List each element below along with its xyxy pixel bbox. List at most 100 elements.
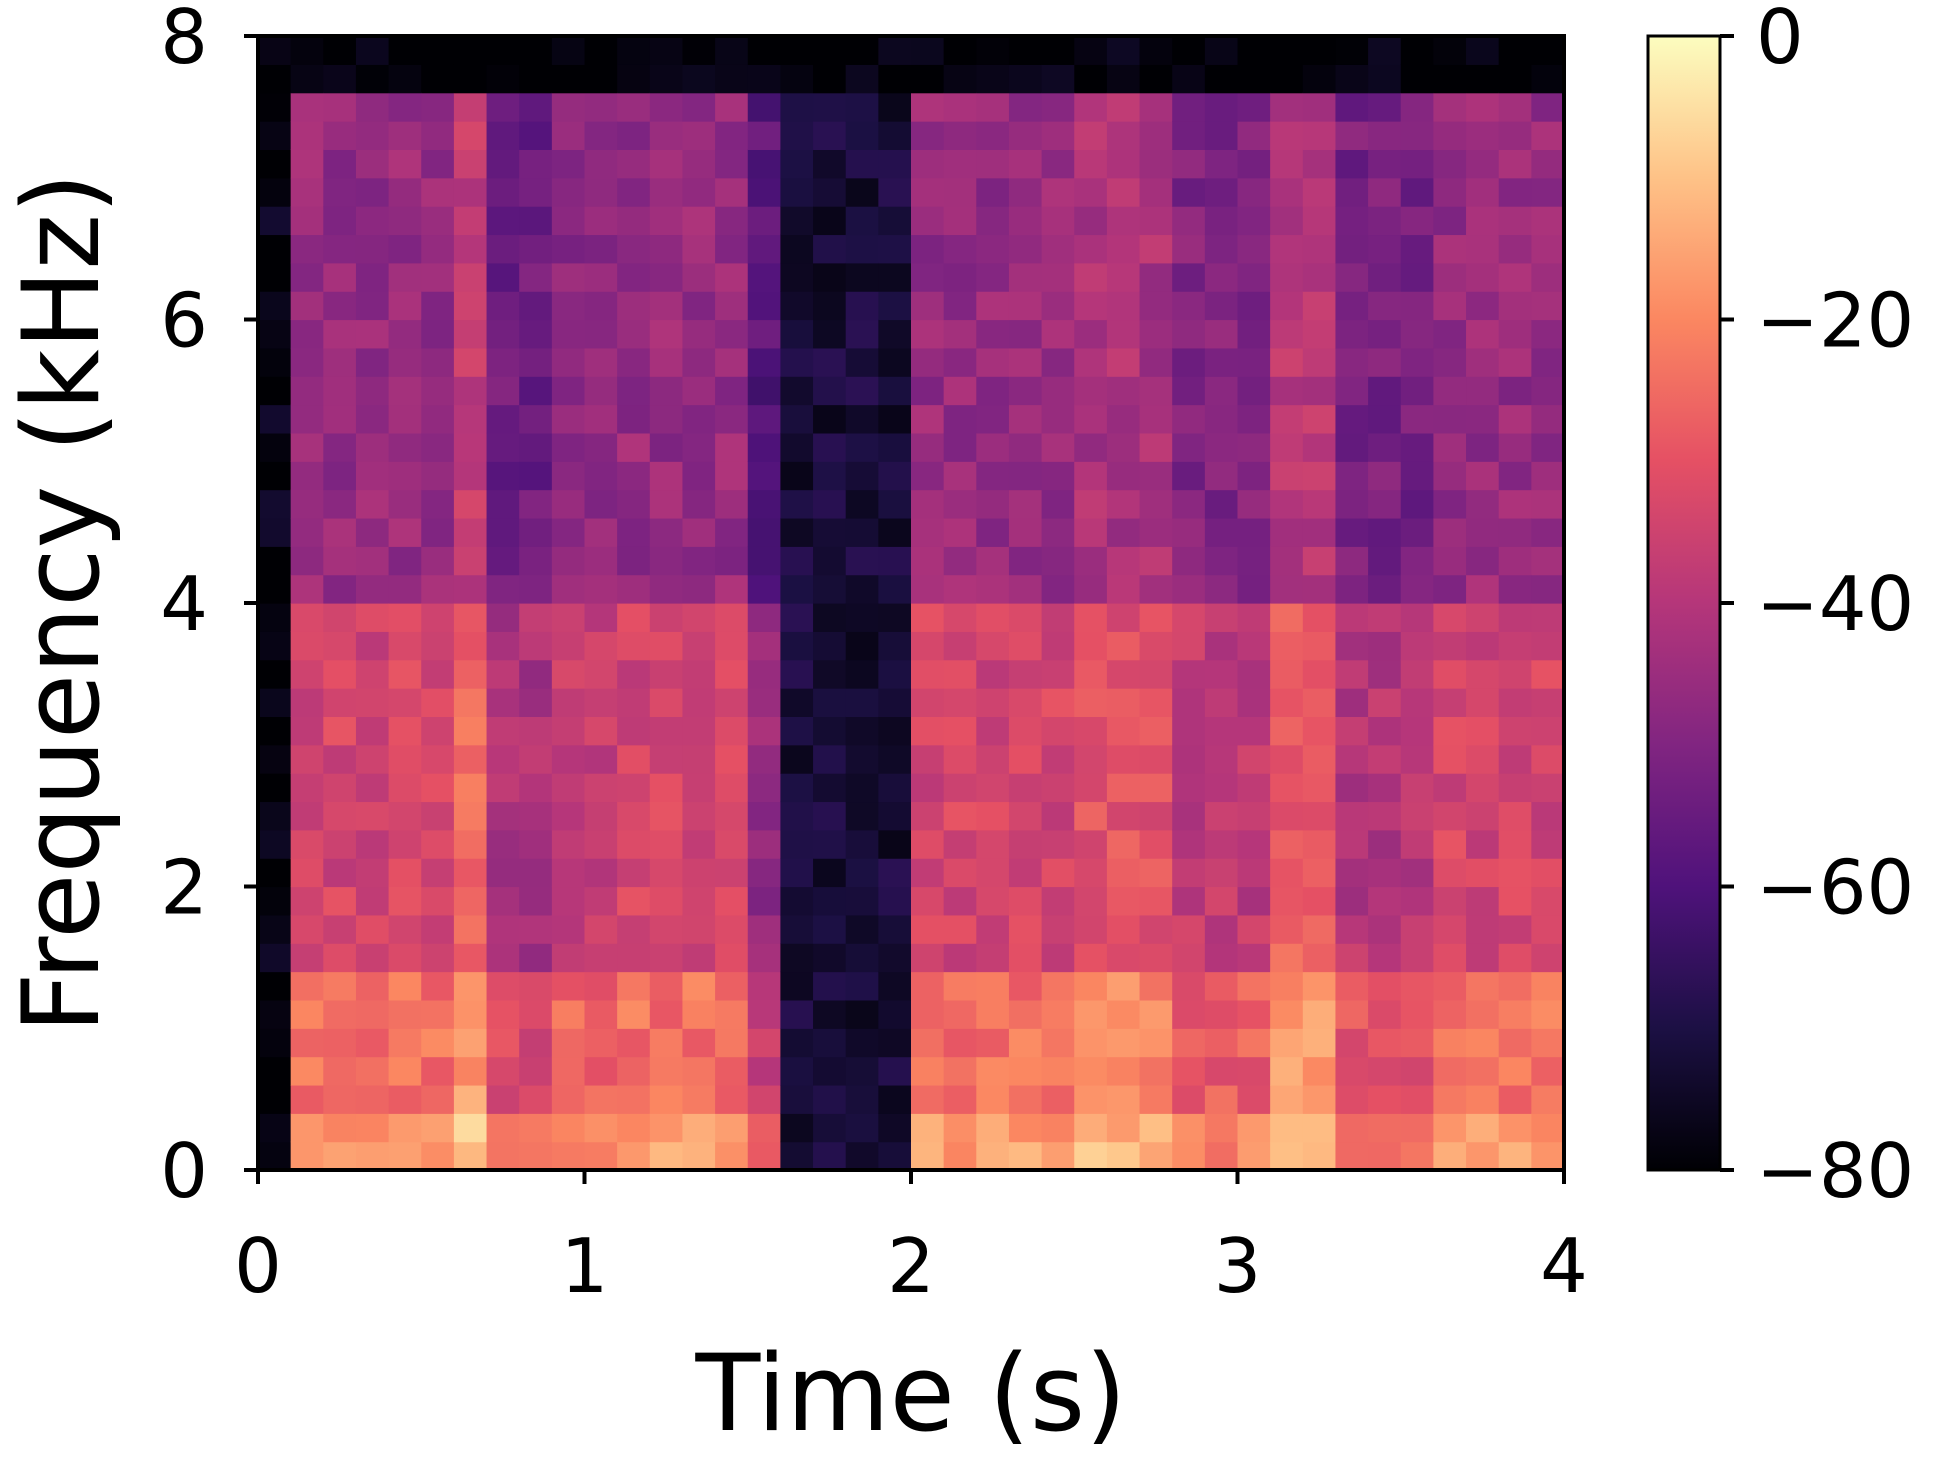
heat-cell [1139, 432, 1173, 462]
heat-cell [1466, 36, 1500, 65]
heat-cell [258, 234, 292, 264]
heat-cell [747, 773, 781, 803]
heat-cell [911, 319, 945, 349]
heat-cell [1139, 801, 1173, 831]
heat-cell [290, 177, 324, 207]
heat-cell [682, 121, 716, 150]
heat-cell [943, 149, 977, 179]
heat-cell [1368, 943, 1402, 973]
heat-cell [290, 971, 324, 1001]
heat-cell [1008, 1113, 1043, 1143]
heat-cell [780, 1141, 814, 1171]
heat-cell [1172, 829, 1206, 859]
heat-cell [682, 744, 716, 774]
heat-cell [323, 631, 357, 661]
heat-cell [617, 461, 651, 491]
heat-cell [976, 234, 1010, 264]
heat-cell [355, 517, 390, 547]
heat-cell [421, 291, 455, 321]
heat-cell [388, 121, 422, 150]
heat-cell [1400, 291, 1434, 321]
heat-cell [1498, 801, 1532, 831]
heat-cell [1270, 64, 1304, 94]
heat-cell [682, 1141, 716, 1171]
heat-cell [617, 149, 651, 179]
heat-cell [1433, 177, 1467, 207]
heat-cell [421, 829, 455, 859]
heat-cell [1074, 858, 1108, 888]
heat-cell [1433, 546, 1467, 576]
heat-cell [878, 631, 912, 661]
heat-cell [1172, 1056, 1206, 1086]
heat-cell [1139, 206, 1173, 236]
heat-cell [813, 999, 847, 1029]
heat-cell [1139, 149, 1173, 179]
heat-cell [780, 574, 814, 604]
heat-cell [845, 149, 879, 179]
heat-cell [976, 914, 1010, 944]
heat-cell [813, 64, 847, 94]
heat-cell [1139, 64, 1173, 94]
heat-cell [878, 149, 912, 179]
heat-cell [551, 659, 586, 689]
heat-cell [388, 943, 422, 973]
heat-cell [1531, 829, 1565, 859]
heat-cell [1204, 886, 1239, 916]
heat-cell [1302, 291, 1337, 321]
heat-cell [1270, 489, 1304, 519]
heat-cell [1531, 716, 1565, 746]
heat-cell [584, 574, 618, 604]
heat-cell [1106, 999, 1141, 1029]
heat-cell [1302, 1056, 1337, 1086]
heat-cell [649, 121, 684, 150]
heat-cell [258, 829, 292, 859]
heat-cell [943, 489, 977, 519]
heat-cell [1302, 744, 1337, 774]
heat-cell [747, 574, 781, 604]
heat-cell [943, 1141, 977, 1171]
heat-cell [486, 829, 520, 859]
heat-cell [519, 773, 553, 803]
heat-cell [1139, 659, 1173, 689]
heat-cell [1074, 177, 1108, 207]
heat-cell [421, 206, 455, 236]
heat-cell [1041, 999, 1075, 1029]
heat-cell [1074, 376, 1108, 406]
heat-cell [747, 461, 781, 491]
heat-cell [747, 206, 781, 236]
heat-cell [323, 319, 357, 349]
heat-cell [943, 1084, 977, 1114]
heat-cell [1270, 1084, 1304, 1114]
heat-cell [1008, 1141, 1043, 1171]
heat-cell [1302, 177, 1337, 207]
heat-cell [617, 1084, 651, 1114]
heat-cell [355, 319, 390, 349]
heat-cell [1302, 347, 1337, 377]
heat-cell [911, 603, 945, 632]
heat-cell [878, 347, 912, 377]
heat-cell [1106, 744, 1141, 774]
heat-cell [1498, 886, 1532, 916]
heat-cell [421, 546, 455, 576]
heat-cell [943, 347, 977, 377]
heat-cell [878, 404, 912, 434]
heat-cell [813, 1028, 847, 1058]
heat-cell [1302, 149, 1337, 179]
heat-cell [584, 914, 618, 944]
heat-cell [1335, 432, 1369, 462]
heat-cell [1368, 64, 1402, 94]
heat-cell [780, 404, 814, 434]
heat-cell [1498, 999, 1532, 1029]
heat-cell [421, 801, 455, 831]
heat-cell [355, 886, 390, 916]
heat-cell [1041, 177, 1075, 207]
heat-cell [1237, 319, 1271, 349]
heat-cell [584, 744, 618, 774]
heat-cell [1302, 404, 1337, 434]
heat-cell [1204, 489, 1239, 519]
heat-cell [1074, 404, 1108, 434]
heat-cell [1368, 489, 1402, 519]
heat-cell [551, 1141, 586, 1171]
heat-cell [878, 858, 912, 888]
